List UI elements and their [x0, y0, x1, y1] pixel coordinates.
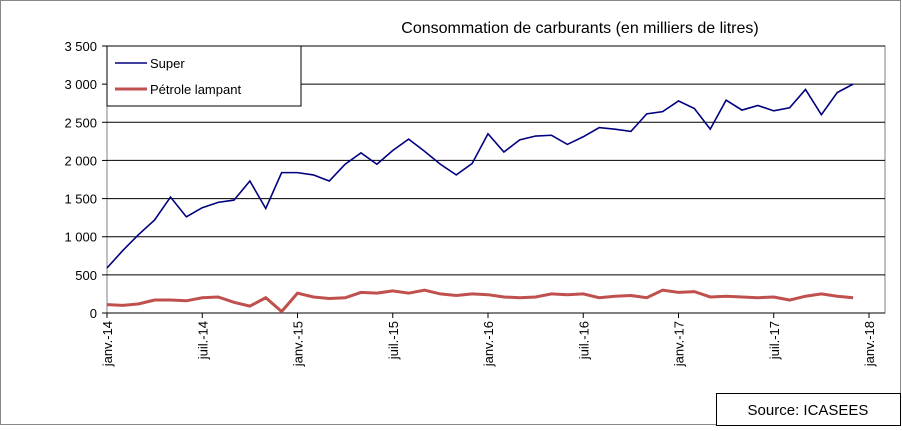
- source: Source: ICASEES: [748, 402, 869, 419]
- y-tick-label: 2 000: [64, 153, 97, 168]
- x-tick-label: juil.-17: [767, 321, 782, 360]
- x-tick-label: juil.-16: [576, 321, 591, 360]
- x-tick-label: janv.-15: [291, 321, 306, 367]
- x-tick-label: janv.-14: [100, 321, 115, 367]
- series-line: [106, 83, 854, 269]
- legend-label: Super: [150, 56, 185, 71]
- chart-title: Consommation de carburants (en milliers …: [401, 20, 758, 37]
- y-tick-label: 0: [90, 306, 97, 321]
- x-tick-label: juil.-15: [386, 321, 401, 360]
- legend-label: Pétrole lampant: [150, 82, 241, 97]
- y-tick-label: 500: [75, 268, 97, 283]
- x-tick-label: juil.-14: [195, 321, 210, 360]
- y-tick-label: 1 500: [64, 192, 97, 207]
- y-tick-label: 2 500: [64, 115, 97, 130]
- y-tick-label: 3 000: [64, 77, 97, 92]
- y-tick-label: 1 000: [64, 230, 97, 245]
- x-tick-label: janv.-18: [862, 321, 877, 367]
- legend-box: [106, 45, 302, 107]
- source-box: [716, 393, 901, 426]
- series-line: [106, 288, 854, 314]
- x-tick-label: janv.-16: [481, 321, 496, 367]
- y-tick-label: 3 500: [64, 39, 97, 54]
- x-tick-label: janv.-17: [672, 321, 687, 367]
